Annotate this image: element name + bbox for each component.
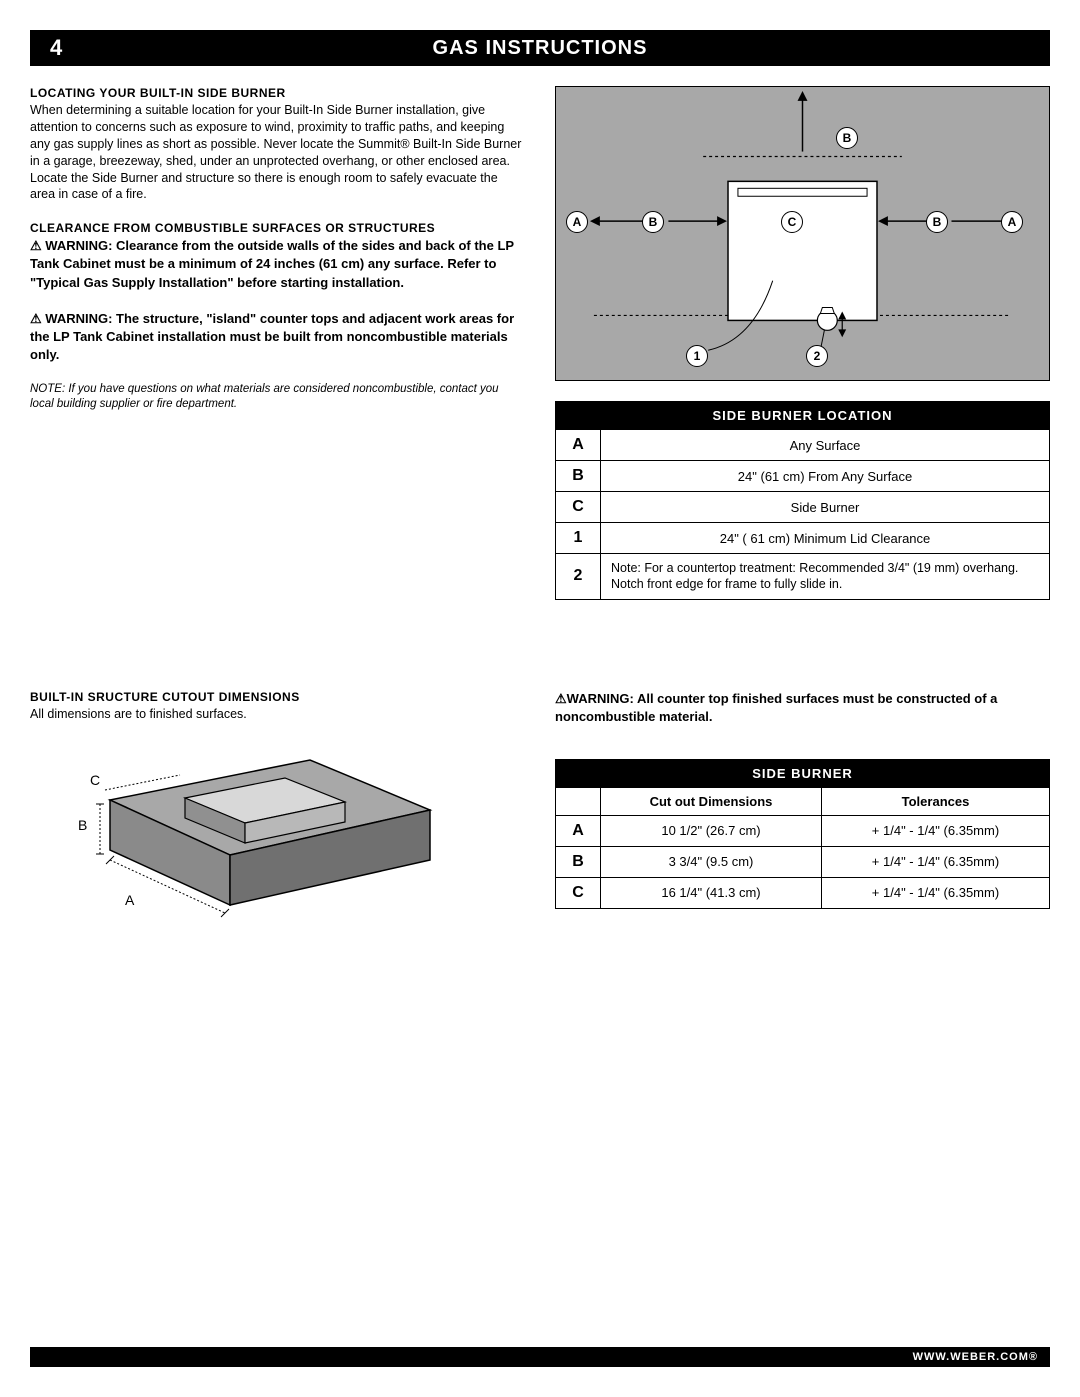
dia-label-b: B [926,211,948,233]
table-val: + 1/4" - 1/4" (6.35mm) [821,815,1049,846]
footer-bar: WWW.WEBER.COM® [30,1347,1050,1367]
table-key: C [556,877,601,908]
side-burner-dimensions-table: SIDE BURNER Cut out Dimensions Tolerance… [555,759,1050,909]
dia-label-c: C [781,211,803,233]
table-val: + 1/4" - 1/4" (6.35mm) [821,877,1049,908]
table-key: 2 [556,554,601,600]
table-row: 124" ( 61 cm) Minimum Lid Clearance [556,523,1050,554]
dia-label-b: B [642,211,664,233]
dia-label-2: 2 [806,345,828,367]
warning-text: ⚠WARNING: All counter top finished surfa… [555,690,1050,726]
table-row: B24" (61 cm) From Any Surface [556,461,1050,492]
table-val: Any Surface [601,430,1050,461]
side-burner-location-table: SIDE BURNER LOCATION AAny Surface B24" (… [555,401,1050,600]
table-key: A [556,815,601,846]
content-row-2: BUILT-IN SRUCTURE CUTOUT DIMENSIONS All … [30,690,1050,931]
table-key: C [556,492,601,523]
page-number: 4 [30,35,62,61]
table-subheader-row: Cut out Dimensions Tolerances [556,787,1050,815]
right-column: ⚠WARNING: All counter top finished surfa… [555,690,1050,931]
table-key: A [556,430,601,461]
table-row: AAny Surface [556,430,1050,461]
dia-label-b: B [836,127,858,149]
table-row: CSide Burner [556,492,1050,523]
page-title: GAS INSTRUCTIONS [433,37,648,60]
table-row: B3 3/4" (9.5 cm)+ 1/4" - 1/4" (6.35mm) [556,846,1050,877]
warning-text: ⚠ WARNING: The structure, "island" count… [30,310,525,365]
table-key: B [556,461,601,492]
svg-text:B: B [78,817,87,833]
table-row: 2Note: For a countertop treatment: Recom… [556,554,1050,600]
table-val: 10 1/2" (26.7 cm) [601,815,822,846]
body-text: All dimensions are to finished surfaces. [30,706,525,723]
table-val: + 1/4" - 1/4" (6.35mm) [821,846,1049,877]
table-key: B [556,846,601,877]
svg-text:A: A [125,892,135,908]
table-val: 3 3/4" (9.5 cm) [601,846,822,877]
warning-text: ⚠ WARNING: Clearance from the outside wa… [30,237,525,292]
svg-text:C: C [90,772,100,788]
table-row: C16 1/4" (41.3 cm)+ 1/4" - 1/4" (6.35mm) [556,877,1050,908]
footer-text: WWW.WEBER.COM® [913,1351,1038,1363]
table-val: Note: For a countertop treatment: Recomm… [601,554,1050,600]
table-col-header: Tolerances [821,787,1049,815]
cutout-svg: C B A [30,730,450,930]
table-row: A10 1/2" (26.7 cm)+ 1/4" - 1/4" (6.35mm) [556,815,1050,846]
section-heading: BUILT-IN SRUCTURE CUTOUT DIMENSIONS [30,690,525,704]
left-column: LOCATING YOUR BUILT-IN SIDE BURNER When … [30,86,525,600]
dia-label-a: A [566,211,588,233]
table-header: SIDE BURNER LOCATION [556,402,1050,430]
cutout-diagram: C B A [30,730,525,930]
header-bar: 4 GAS INSTRUCTIONS [30,30,1050,66]
right-column: A B C B A B 1 2 SIDE BURNER LOCATION AAn… [555,86,1050,600]
diagram-svg [556,87,1049,380]
note-text: NOTE: If you have questions on what mate… [30,382,525,412]
section-heading: CLEARANCE FROM COMBUSTIBLE SURFACES OR S… [30,221,525,235]
table-val: 24" ( 61 cm) Minimum Lid Clearance [601,523,1050,554]
clearance-diagram: A B C B A B 1 2 [555,86,1050,381]
table-col-header: Cut out Dimensions [601,787,822,815]
dia-label-a: A [1001,211,1023,233]
dia-label-1: 1 [686,345,708,367]
table-header: SIDE BURNER [556,759,1050,787]
content-row-1: LOCATING YOUR BUILT-IN SIDE BURNER When … [30,86,1050,600]
section-heading: LOCATING YOUR BUILT-IN SIDE BURNER [30,86,525,100]
table-key: 1 [556,523,601,554]
table-val: Side Burner [601,492,1050,523]
table-val: 24" (61 cm) From Any Surface [601,461,1050,492]
body-text: When determining a suitable location for… [30,102,525,203]
table-blank [556,787,601,815]
table-val: 16 1/4" (41.3 cm) [601,877,822,908]
left-column: BUILT-IN SRUCTURE CUTOUT DIMENSIONS All … [30,690,525,931]
